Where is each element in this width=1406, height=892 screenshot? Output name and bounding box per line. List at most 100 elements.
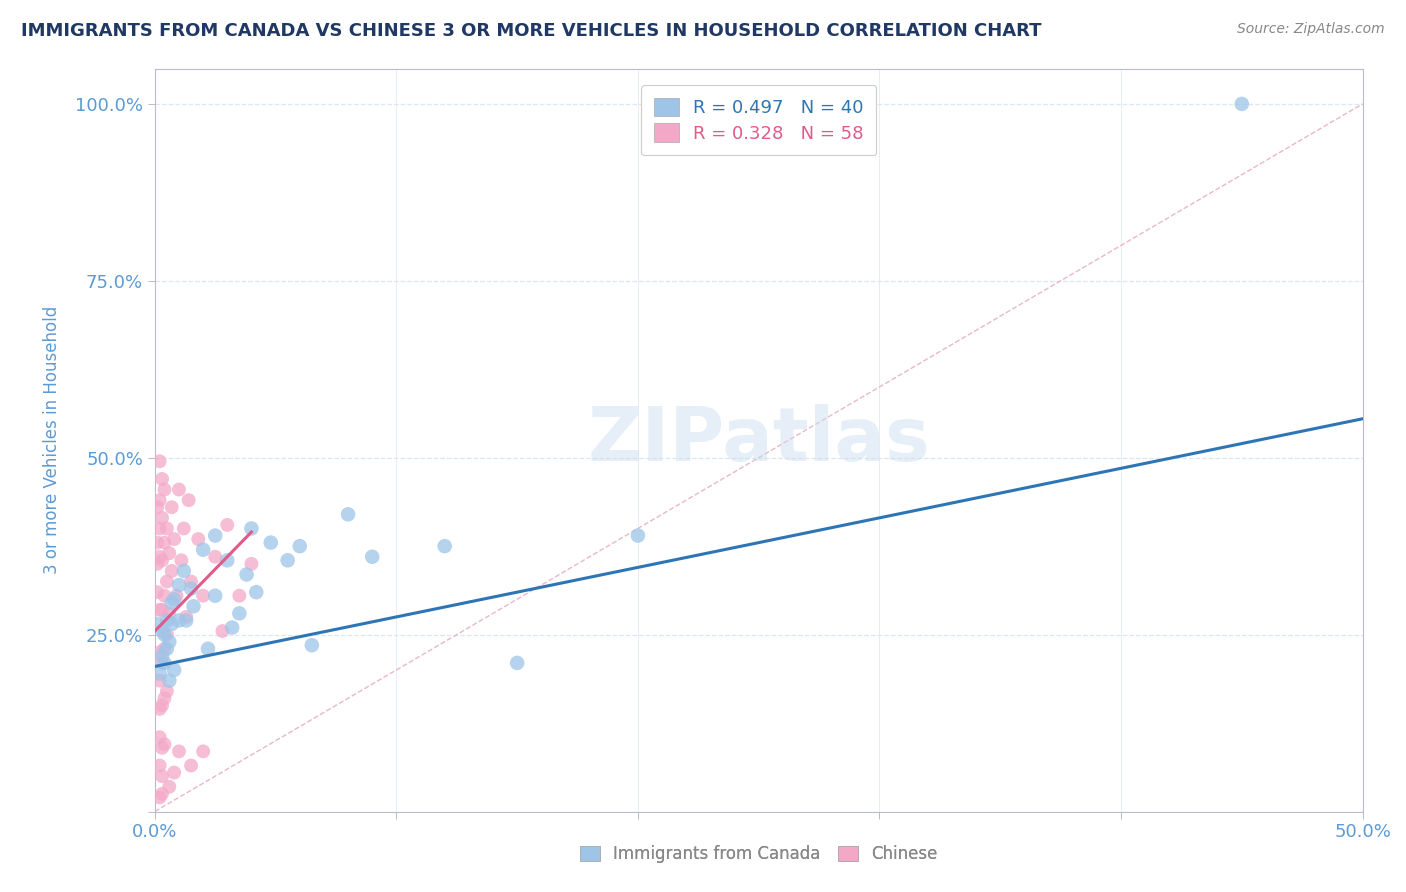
- Point: [157, 607, 180, 621]
- Point: [146, 617, 169, 632]
- Point: [156, 684, 179, 698]
- Point: [1230, 96, 1253, 111]
- Point: [153, 691, 176, 706]
- Point: [191, 589, 214, 603]
- Point: [204, 528, 226, 542]
- Point: [150, 553, 173, 567]
- Point: [217, 517, 239, 532]
- Point: [163, 765, 186, 780]
- Point: [173, 521, 195, 535]
- Point: [156, 627, 179, 641]
- Point: [150, 603, 173, 617]
- Point: [150, 511, 173, 525]
- Point: [191, 744, 214, 758]
- Point: [149, 666, 172, 681]
- Point: [149, 758, 172, 772]
- Point: [157, 780, 180, 794]
- Point: [156, 614, 179, 628]
- Text: Source: ZipAtlas.com: Source: ZipAtlas.com: [1237, 22, 1385, 37]
- Point: [170, 553, 193, 567]
- Point: [627, 528, 650, 542]
- Point: [149, 521, 172, 535]
- Point: [146, 500, 169, 515]
- Point: [163, 532, 186, 546]
- Legend: Immigrants from Canada, Chinese: Immigrants from Canada, Chinese: [574, 838, 943, 870]
- Point: [150, 624, 173, 638]
- Point: [156, 574, 179, 589]
- Text: IMMIGRANTS FROM CANADA VS CHINESE 3 OR MORE VEHICLES IN HOUSEHOLD CORRELATION CH: IMMIGRANTS FROM CANADA VS CHINESE 3 OR M…: [21, 22, 1042, 40]
- Point: [146, 535, 169, 549]
- Point: [183, 599, 205, 614]
- Point: [228, 607, 250, 621]
- Point: [228, 589, 250, 603]
- Point: [167, 483, 190, 497]
- Point: [150, 769, 173, 783]
- Point: [157, 673, 180, 688]
- Point: [150, 656, 173, 670]
- Point: [361, 549, 384, 564]
- Point: [204, 589, 226, 603]
- Point: [301, 638, 323, 652]
- Point: [153, 627, 176, 641]
- Point: [150, 472, 173, 486]
- Point: [157, 546, 180, 560]
- Point: [163, 592, 186, 607]
- Point: [260, 535, 283, 549]
- Point: [240, 521, 263, 535]
- Point: [211, 624, 233, 638]
- Point: [174, 610, 197, 624]
- Point: [150, 648, 173, 663]
- Point: [506, 656, 529, 670]
- Point: [204, 549, 226, 564]
- Point: [240, 557, 263, 571]
- Point: [149, 549, 172, 564]
- Point: [337, 508, 360, 522]
- Point: [149, 730, 172, 744]
- Point: [197, 641, 219, 656]
- Point: [153, 535, 176, 549]
- Point: [146, 585, 169, 599]
- Point: [235, 567, 257, 582]
- Point: [160, 596, 183, 610]
- Point: [156, 641, 179, 656]
- Point: [160, 564, 183, 578]
- Point: [156, 521, 179, 535]
- Point: [288, 539, 311, 553]
- Point: [149, 673, 172, 688]
- Point: [166, 589, 188, 603]
- Point: [146, 557, 169, 571]
- Point: [177, 493, 200, 508]
- Point: [153, 656, 176, 670]
- Point: [180, 574, 202, 589]
- Point: [277, 553, 299, 567]
- Point: [174, 614, 197, 628]
- Point: [149, 790, 172, 805]
- Point: [167, 578, 190, 592]
- Point: [167, 744, 190, 758]
- Point: [153, 641, 176, 656]
- Point: [150, 787, 173, 801]
- Point: [153, 589, 176, 603]
- Text: ZIPatlas: ZIPatlas: [588, 403, 929, 476]
- Y-axis label: 3 or more Vehicles in Household: 3 or more Vehicles in Household: [44, 306, 60, 574]
- Point: [149, 603, 172, 617]
- Point: [221, 621, 243, 635]
- Point: [160, 500, 183, 515]
- Point: [149, 493, 172, 508]
- Point: [217, 553, 239, 567]
- Point: [153, 737, 176, 751]
- Point: [153, 483, 176, 497]
- Point: [433, 539, 456, 553]
- Point: [180, 582, 202, 596]
- Point: [157, 634, 180, 648]
- Point: [245, 585, 267, 599]
- Point: [180, 758, 202, 772]
- Point: [149, 454, 172, 468]
- Point: [150, 740, 173, 755]
- Point: [187, 532, 209, 546]
- Point: [149, 645, 172, 659]
- Point: [167, 614, 190, 628]
- Point: [150, 698, 173, 713]
- Point: [191, 542, 214, 557]
- Point: [160, 617, 183, 632]
